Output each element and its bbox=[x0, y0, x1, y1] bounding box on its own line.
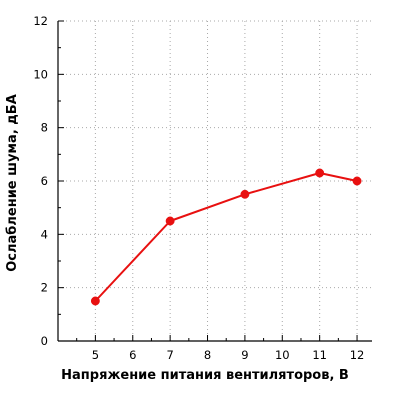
grid-lines bbox=[58, 20, 372, 341]
y-tick-label: 8 bbox=[41, 121, 48, 135]
x-tick-label: 6 bbox=[129, 348, 136, 362]
y-tick-label: 10 bbox=[33, 67, 48, 81]
y-tick-label: 6 bbox=[41, 174, 48, 188]
x-tick-label: 12 bbox=[350, 348, 365, 362]
y-tick-label: 2 bbox=[41, 281, 48, 295]
y-tick-label: 4 bbox=[41, 227, 48, 241]
x-axis-title: Напряжение питания вентиляторов, В bbox=[61, 368, 349, 383]
x-tick-label: 7 bbox=[166, 348, 173, 362]
data-point bbox=[90, 296, 100, 306]
data-point bbox=[165, 216, 175, 226]
data-point bbox=[240, 189, 250, 199]
y-tick-label: 12 bbox=[33, 14, 48, 28]
x-tick-label: 8 bbox=[204, 348, 211, 362]
y-tick-label: 0 bbox=[41, 334, 48, 348]
x-tick-label: 11 bbox=[312, 348, 327, 362]
x-tick-label: 5 bbox=[92, 348, 99, 362]
data-series bbox=[90, 168, 362, 306]
y-axis-title: Ослабление шума, дБА bbox=[5, 94, 20, 272]
x-tick-label: 10 bbox=[275, 348, 290, 362]
x-tick-label: 9 bbox=[241, 348, 248, 362]
data-point bbox=[352, 176, 362, 186]
series-line bbox=[94, 172, 358, 302]
axis-ticks: 5 6 7 8 9 10 11 12 0 2 4 6 8 10 12 bbox=[33, 14, 364, 362]
data-point bbox=[315, 168, 325, 178]
